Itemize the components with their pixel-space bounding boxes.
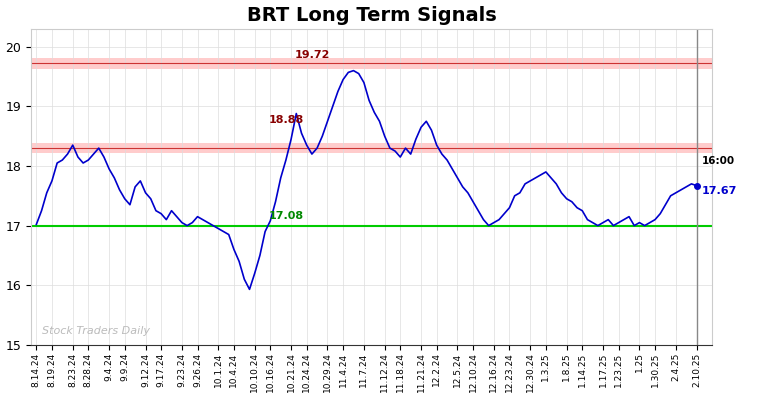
Text: 18.88: 18.88 bbox=[268, 115, 303, 125]
Bar bbox=[31, 57, 712, 69]
Bar bbox=[31, 143, 712, 153]
Text: Stock Traders Daily: Stock Traders Daily bbox=[42, 326, 150, 336]
Title: BRT Long Term Signals: BRT Long Term Signals bbox=[247, 6, 496, 25]
Text: 17.67: 17.67 bbox=[702, 186, 738, 196]
Text: 17.08: 17.08 bbox=[268, 211, 303, 221]
Text: 16:00: 16:00 bbox=[702, 156, 735, 166]
Text: 19.72: 19.72 bbox=[294, 51, 329, 60]
